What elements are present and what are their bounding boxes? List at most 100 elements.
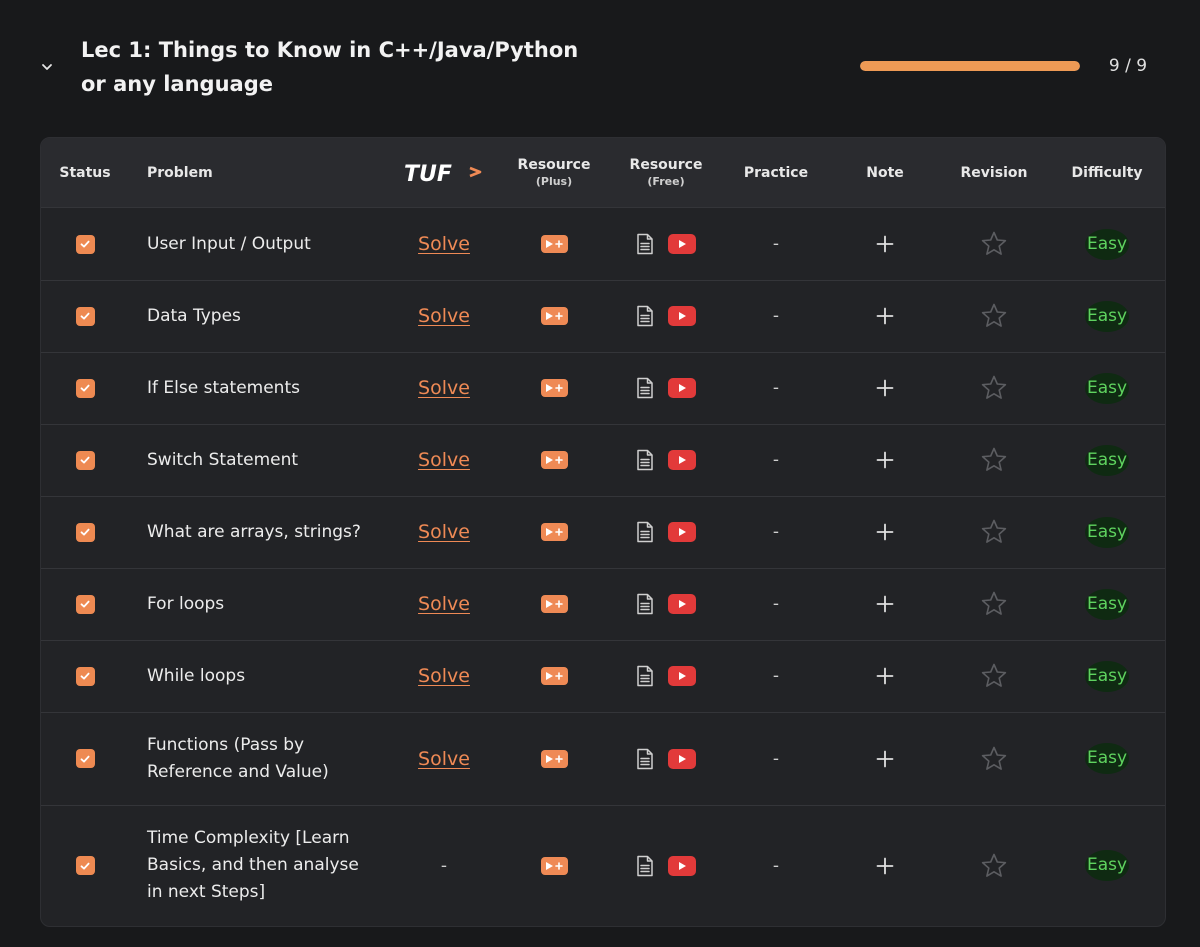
article-icon[interactable] <box>636 305 654 327</box>
table-row: What are arrays, strings? Solve <box>41 496 1165 569</box>
plus-icon[interactable] <box>875 378 895 398</box>
difficulty-cell: Easy <box>1057 805 1157 926</box>
difficulty-badge: Easy <box>1084 516 1130 548</box>
difficulty-cell: Easy <box>1057 712 1157 805</box>
note-cell <box>835 712 935 805</box>
header-resource-plus-sub: (Plus) <box>535 175 573 188</box>
article-icon[interactable] <box>636 748 654 770</box>
youtube-button[interactable] <box>668 378 696 398</box>
solve-cell: - <box>394 805 494 926</box>
star-icon[interactable] <box>980 662 1008 690</box>
resource-plus-button[interactable] <box>540 523 568 541</box>
note-cell <box>835 640 935 712</box>
progress-fill <box>860 61 1080 71</box>
youtube-button[interactable] <box>668 450 696 470</box>
plus-icon[interactable] <box>875 234 895 254</box>
resource-free-group <box>636 233 696 255</box>
solve-link[interactable]: Solve <box>418 665 470 687</box>
lecture-header[interactable]: Lec 1: Things to Know in C++/Java/Python… <box>0 0 1200 135</box>
article-icon[interactable] <box>636 665 654 687</box>
status-checkbox[interactable] <box>75 594 95 614</box>
star-icon[interactable] <box>980 446 1008 474</box>
solve-link[interactable]: Solve <box>418 593 470 615</box>
youtube-button[interactable] <box>668 234 696 254</box>
difficulty-badge: Easy <box>1084 444 1130 476</box>
star-icon[interactable] <box>980 230 1008 258</box>
plus-icon[interactable] <box>875 666 895 686</box>
difficulty-badge: Easy <box>1084 850 1130 881</box>
resource-free-cell <box>616 640 716 712</box>
problem-cell: What are arrays, strings? <box>147 496 387 568</box>
progress-count: 9 / 9 <box>1108 56 1148 76</box>
plus-icon[interactable] <box>875 594 895 614</box>
plus-icon[interactable] <box>875 856 895 876</box>
video-plus-icon <box>545 528 563 536</box>
article-icon[interactable] <box>636 855 654 877</box>
youtube-button[interactable] <box>668 594 696 614</box>
star-icon[interactable] <box>980 302 1008 330</box>
youtube-icon <box>679 861 686 870</box>
difficulty-cell: Easy <box>1057 568 1157 640</box>
status-checkbox[interactable] <box>75 856 95 875</box>
difficulty-cell: Easy <box>1057 496 1157 568</box>
star-icon[interactable] <box>980 518 1008 546</box>
article-icon[interactable] <box>636 377 654 399</box>
youtube-button[interactable] <box>668 855 696 876</box>
practice-value: - <box>772 450 780 470</box>
resource-plus-button[interactable] <box>540 856 568 875</box>
resource-plus-button[interactable] <box>540 749 568 768</box>
plus-icon[interactable] <box>875 749 895 769</box>
article-icon[interactable] <box>636 449 654 471</box>
status-checkbox[interactable] <box>75 522 95 542</box>
status-checkbox[interactable] <box>75 234 95 254</box>
star-icon[interactable] <box>980 374 1008 402</box>
header-resource-free: Resource (Free) <box>616 138 716 207</box>
solve-link[interactable]: Solve <box>418 305 470 327</box>
status-cell <box>41 352 129 424</box>
solve-link[interactable]: Solve <box>418 377 470 399</box>
status-checkbox[interactable] <box>75 306 95 326</box>
youtube-button[interactable] <box>668 522 696 542</box>
note-cell <box>835 568 935 640</box>
resource-plus-button[interactable] <box>540 595 568 613</box>
resource-plus-button[interactable] <box>540 451 568 469</box>
resource-plus-button[interactable] <box>540 667 568 685</box>
table-row: Functions (Pass by Reference and Value) … <box>41 712 1165 806</box>
solve-link[interactable]: Solve <box>418 449 470 471</box>
plus-icon[interactable] <box>875 522 895 542</box>
article-icon[interactable] <box>636 593 654 615</box>
solve-cell: Solve <box>394 496 494 568</box>
star-icon[interactable] <box>980 745 1008 773</box>
resource-free-cell <box>616 568 716 640</box>
status-checkbox[interactable] <box>75 378 95 398</box>
problem-cell: Switch Statement <box>147 424 387 496</box>
plus-icon[interactable] <box>875 450 895 470</box>
youtube-button[interactable] <box>668 666 696 686</box>
plus-icon[interactable] <box>875 306 895 326</box>
header-difficulty-label: Difficulty <box>1071 164 1143 181</box>
youtube-button[interactable] <box>668 748 696 769</box>
status-checkbox[interactable] <box>75 450 95 470</box>
resource-plus-button[interactable] <box>540 235 568 253</box>
status-checkbox[interactable] <box>75 749 95 768</box>
problem-cell: While loops <box>147 640 387 712</box>
star-icon[interactable] <box>980 852 1008 880</box>
practice-value: - <box>772 522 780 542</box>
youtube-button[interactable] <box>668 306 696 326</box>
article-icon[interactable] <box>636 521 654 543</box>
header-status-label: Status <box>59 164 111 181</box>
solve-link[interactable]: Solve <box>418 233 470 255</box>
star-icon[interactable] <box>980 590 1008 618</box>
status-checkbox[interactable] <box>75 666 95 686</box>
resource-plus-button[interactable] <box>540 379 568 397</box>
practice-value: - <box>772 306 780 326</box>
article-icon[interactable] <box>636 233 654 255</box>
solve-link[interactable]: Solve <box>418 747 470 770</box>
chevron-down-icon[interactable] <box>38 58 56 76</box>
problem-cell: Functions (Pass by Reference and Value) <box>147 712 387 805</box>
problem-name: Switch Statement <box>147 449 299 470</box>
solve-link[interactable]: Solve <box>418 521 470 543</box>
resource-plus-cell <box>504 208 604 280</box>
problem-cell: Time Complexity [Learn Basics, and then … <box>147 805 387 926</box>
resource-plus-button[interactable] <box>540 307 568 325</box>
